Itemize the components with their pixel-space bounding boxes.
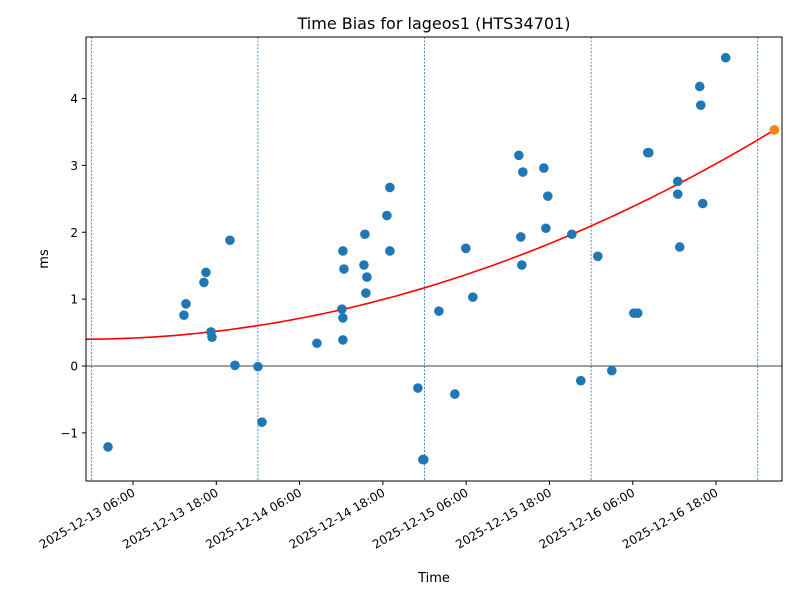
data-point bbox=[230, 360, 240, 371]
data-point bbox=[339, 264, 349, 274]
data-point bbox=[179, 310, 189, 320]
y-axis-label: ms bbox=[37, 249, 52, 269]
data-point bbox=[362, 272, 372, 282]
plot-inner bbox=[86, 37, 782, 481]
data-point bbox=[181, 299, 191, 309]
data-point bbox=[450, 389, 460, 399]
data-point bbox=[592, 251, 603, 262]
data-point bbox=[201, 267, 211, 278]
chart-title: Time Bias for lageos1 (HTS34701) bbox=[297, 14, 571, 33]
y-tick-label: 1 bbox=[70, 293, 78, 307]
data-point bbox=[674, 242, 685, 252]
data-point bbox=[575, 375, 586, 386]
y-tick-label: −1 bbox=[60, 426, 78, 440]
data-point bbox=[338, 246, 348, 256]
data-point bbox=[382, 210, 392, 221]
data-point bbox=[539, 163, 549, 173]
data-point bbox=[434, 306, 444, 316]
data-point bbox=[337, 304, 347, 314]
y-tick-label: 2 bbox=[70, 226, 78, 240]
data-point bbox=[543, 191, 553, 201]
data-point bbox=[694, 81, 705, 92]
data-point bbox=[419, 454, 429, 465]
fit-curve bbox=[86, 129, 775, 341]
x-axis-label: Time bbox=[417, 571, 450, 586]
data-point bbox=[514, 150, 524, 161]
data-point bbox=[468, 292, 478, 302]
data-point bbox=[360, 229, 370, 240]
prediction-point bbox=[769, 125, 780, 135]
data-point bbox=[361, 288, 371, 298]
data-point bbox=[253, 361, 263, 372]
data-point bbox=[385, 182, 395, 193]
data-point bbox=[672, 176, 683, 187]
data-point bbox=[257, 417, 267, 427]
data-point bbox=[607, 365, 617, 376]
data-point bbox=[672, 189, 683, 199]
data-point bbox=[461, 243, 471, 254]
data-point bbox=[385, 246, 395, 256]
axes-frame bbox=[85, 36, 783, 482]
data-point bbox=[199, 277, 209, 288]
data-point bbox=[225, 235, 235, 246]
data-point bbox=[516, 232, 526, 242]
y-tick-label: 0 bbox=[70, 359, 78, 373]
data-point bbox=[312, 338, 322, 349]
y-tick-label: 3 bbox=[70, 159, 78, 173]
data-point bbox=[338, 335, 348, 345]
data-point bbox=[518, 167, 528, 177]
data-point bbox=[103, 442, 113, 452]
data-point bbox=[695, 100, 706, 111]
data-point bbox=[567, 229, 577, 240]
data-point bbox=[720, 52, 731, 63]
data-point bbox=[541, 223, 551, 234]
data-point bbox=[207, 332, 217, 343]
data-point bbox=[359, 260, 369, 270]
y-tick-label: 4 bbox=[70, 92, 78, 106]
data-point bbox=[413, 383, 423, 393]
data-point bbox=[643, 147, 654, 158]
data-point bbox=[338, 313, 348, 323]
data-point bbox=[697, 198, 708, 209]
data-point bbox=[517, 260, 527, 270]
data-point bbox=[632, 308, 643, 318]
